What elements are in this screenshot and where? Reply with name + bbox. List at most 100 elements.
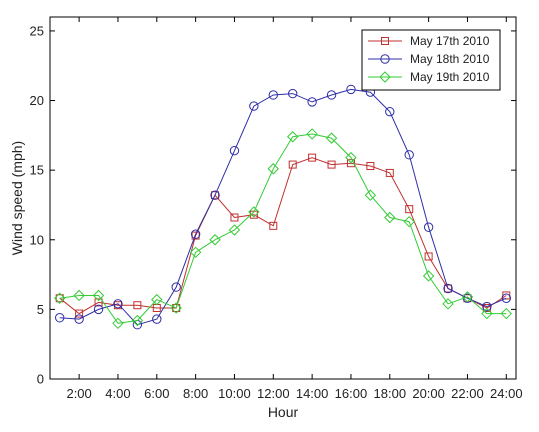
series-line [59,133,507,324]
data-point [288,88,298,99]
y-tick-label: 0 [37,372,44,387]
data-point [326,90,337,100]
data-point [346,84,356,95]
data-point [268,90,278,100]
series-3 [54,128,512,330]
data-point [55,294,64,303]
data-point [287,131,299,143]
data-point [325,132,338,144]
x-tick-label: 24:00 [490,386,523,401]
y-tick-label: 25 [30,23,44,38]
data-point [230,213,239,222]
data-point [133,301,142,310]
data-point [403,215,415,228]
data-point [248,206,260,218]
data-point [190,229,201,239]
data-point [55,313,65,323]
data-point [444,284,453,293]
data-point [171,282,181,292]
data-point [94,298,103,307]
data-point [249,101,259,111]
data-point [327,160,336,169]
data-point [151,293,163,306]
data-point [405,205,414,214]
legend-box [361,29,501,91]
data-point [384,211,396,224]
data-point [113,299,123,309]
data-point [75,309,84,318]
data-point [54,292,66,304]
y-tick-label: 15 [30,163,44,178]
data-point [191,231,200,240]
data-point [385,168,394,177]
legend-label: May 18th 2010 [410,52,490,66]
data-point [152,314,162,324]
data-point [366,161,375,170]
x-tick-label: 2:00 [66,386,91,401]
series-layer [54,84,512,330]
legend-marker [379,71,391,83]
data-point [269,221,278,230]
x-tick-label: 10:00 [218,386,251,401]
x-tick-label: 18:00 [374,386,407,401]
data-point [442,298,454,310]
data-point [424,252,433,261]
data-point [229,145,240,156]
data-point [209,234,221,246]
data-point [423,222,434,232]
data-point [422,270,435,282]
data-point [346,159,355,168]
data-point [211,191,220,200]
data-point [189,246,202,259]
legend-item: May 18th 2010 [368,52,490,66]
x-tick-label: 14:00 [296,386,329,401]
data-point [500,307,512,320]
data-point [228,224,241,236]
x-tick-label: 22:00 [451,386,484,401]
y-tick-label: 5 [37,302,44,317]
data-point [385,106,395,117]
series-1 [55,153,511,318]
data-point [267,163,279,175]
x-axis-title: Hour [268,404,299,420]
legend-item: May 19th 2010 [368,70,490,84]
data-point [307,97,317,107]
legend-marker [381,37,389,45]
data-point [482,303,491,312]
x-tick-label: 6:00 [144,386,169,401]
y-tick-label: 20 [30,93,44,108]
y-tick-label: 10 [30,232,44,247]
data-point [74,314,84,324]
x-tick-label: 16:00 [335,386,368,401]
plot-area-frame [49,16,517,380]
data-point [308,153,317,162]
axis-ticks: 2:00 4:00 6:00 8:00 10:00 12:00 14:00 16:00 18:0… [30,17,523,401]
x-tick-label: 8:00 [183,386,208,401]
data-point [482,301,492,312]
data-point [112,317,124,330]
data-point [93,304,104,315]
data-point [131,314,144,327]
y-axis-title: Wind speed (mph) [9,141,25,255]
legend-marker [380,54,390,64]
data-point [73,289,85,302]
data-point [170,302,182,314]
data-point [443,283,453,294]
data-point [501,293,511,303]
x-tick-label: 12:00 [257,386,290,401]
legend: May 17th 2010 May 18th 2010 May 19th 2010 [361,29,501,91]
data-point [404,150,414,160]
legend-item: May 17th 2010 [368,34,490,48]
data-point [288,160,297,169]
data-point [172,303,181,312]
legend-label: May 17th 2010 [410,34,490,48]
data-point [345,151,357,164]
x-tick-label: 20:00 [412,386,445,401]
legend-label: May 19th 2010 [410,70,490,84]
data-point [481,307,493,320]
data-point [364,189,377,201]
data-point [92,289,105,302]
data-point [210,190,220,200]
